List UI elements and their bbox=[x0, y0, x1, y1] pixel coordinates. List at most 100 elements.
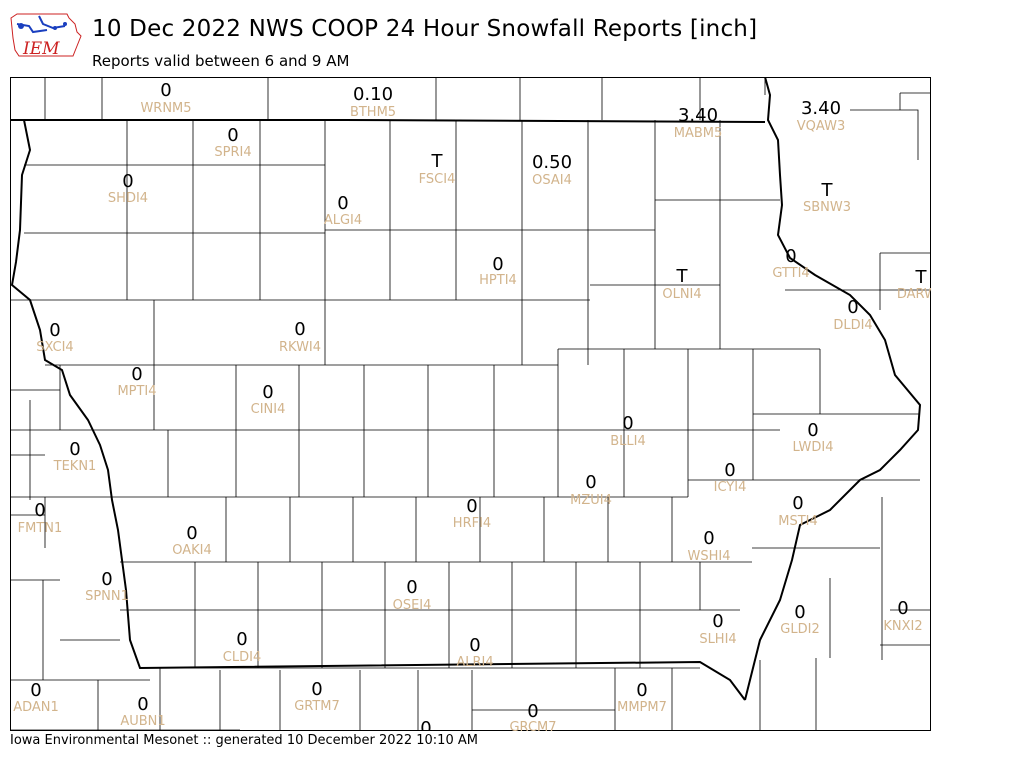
svg-text:0: 0 bbox=[724, 460, 735, 481]
svg-text:0: 0 bbox=[236, 629, 247, 650]
svg-text:0: 0 bbox=[69, 439, 80, 460]
svg-text:0: 0 bbox=[897, 598, 908, 619]
svg-text:MSTI4: MSTI4 bbox=[778, 514, 818, 529]
svg-text:LWDI4: LWDI4 bbox=[792, 440, 833, 455]
svg-text:FSCI4: FSCI4 bbox=[419, 172, 456, 187]
svg-text:GRCM7: GRCM7 bbox=[509, 720, 556, 731]
county-lines bbox=[10, 77, 931, 731]
svg-text:3.40: 3.40 bbox=[801, 98, 841, 119]
svg-text:OSEI4: OSEI4 bbox=[393, 598, 432, 613]
svg-text:0: 0 bbox=[337, 193, 348, 214]
svg-text:RKWI4: RKWI4 bbox=[279, 340, 321, 355]
map-title: 10 Dec 2022 NWS COOP 24 Hour Snowfall Re… bbox=[92, 16, 758, 42]
svg-text:ALGI4: ALGI4 bbox=[324, 213, 362, 228]
svg-text:0: 0 bbox=[703, 528, 714, 549]
svg-text:0: 0 bbox=[585, 472, 596, 493]
svg-text:CINI4: CINI4 bbox=[251, 402, 286, 417]
svg-text:0: 0 bbox=[227, 125, 238, 146]
svg-text:0: 0 bbox=[794, 602, 805, 623]
svg-text:BLLI4: BLLI4 bbox=[610, 434, 646, 449]
svg-text:MMPM7: MMPM7 bbox=[617, 700, 667, 715]
svg-text:ALRI4: ALRI4 bbox=[456, 655, 493, 670]
svg-text:KNXI2: KNXI2 bbox=[883, 619, 922, 634]
map-subtitle: Reports valid between 6 and 9 AM bbox=[92, 52, 350, 70]
svg-text:MABM5: MABM5 bbox=[674, 126, 723, 141]
logo-text: IEM bbox=[22, 39, 60, 59]
svg-text:MZUI4: MZUI4 bbox=[570, 493, 612, 508]
svg-text:0: 0 bbox=[792, 493, 803, 514]
footer-credit: Iowa Environmental Mesonet :: generated … bbox=[10, 733, 478, 748]
svg-text:BTHM5: BTHM5 bbox=[350, 105, 396, 120]
svg-text:0: 0 bbox=[160, 80, 171, 101]
svg-text:CLDI4: CLDI4 bbox=[223, 650, 261, 665]
svg-text:AUBN1: AUBN1 bbox=[120, 714, 165, 729]
svg-text:0: 0 bbox=[311, 679, 322, 700]
svg-text:0: 0 bbox=[131, 364, 142, 385]
svg-text:0: 0 bbox=[186, 523, 197, 544]
svg-text:0: 0 bbox=[527, 701, 538, 722]
svg-text:OAKI4: OAKI4 bbox=[172, 543, 212, 558]
svg-text:GTTI4: GTTI4 bbox=[772, 266, 809, 281]
svg-text:0: 0 bbox=[137, 694, 148, 715]
svg-text:0: 0 bbox=[712, 611, 723, 632]
svg-text:HRFI4: HRFI4 bbox=[453, 516, 491, 531]
svg-text:GRTM7: GRTM7 bbox=[294, 699, 340, 714]
svg-text:0: 0 bbox=[262, 382, 273, 403]
station-DARW3: TDARW3 bbox=[897, 267, 931, 302]
svg-text:0: 0 bbox=[785, 246, 796, 267]
svg-text:0: 0 bbox=[406, 577, 417, 598]
svg-text:TEKN1: TEKN1 bbox=[53, 459, 97, 474]
svg-text:DARW3: DARW3 bbox=[897, 287, 931, 302]
svg-text:T: T bbox=[821, 180, 834, 201]
svg-text:0: 0 bbox=[49, 320, 60, 341]
svg-text:0.10: 0.10 bbox=[353, 84, 393, 105]
svg-text:SBNW3: SBNW3 bbox=[803, 200, 851, 215]
svg-text:0: 0 bbox=[636, 680, 647, 701]
svg-text:0.50: 0.50 bbox=[532, 152, 572, 173]
svg-text:0: 0 bbox=[34, 500, 45, 521]
svg-text:3.40: 3.40 bbox=[678, 105, 718, 126]
iem-logo: IEM bbox=[10, 13, 82, 59]
svg-text:T: T bbox=[915, 267, 928, 288]
station-edge-value: 0 bbox=[420, 718, 431, 731]
svg-text:0: 0 bbox=[847, 297, 858, 318]
svg-text:0: 0 bbox=[469, 635, 480, 656]
svg-text:0: 0 bbox=[122, 171, 133, 192]
state-borders bbox=[10, 77, 931, 731]
svg-text:SPRI4: SPRI4 bbox=[214, 145, 251, 160]
svg-text:FMTN1: FMTN1 bbox=[18, 521, 63, 536]
svg-text:T: T bbox=[676, 266, 689, 287]
svg-text:OSAI4: OSAI4 bbox=[532, 173, 572, 188]
svg-text:ICYI4: ICYI4 bbox=[714, 480, 747, 495]
svg-text:HPTI4: HPTI4 bbox=[479, 273, 517, 288]
svg-text:DLDI4: DLDI4 bbox=[833, 318, 872, 333]
svg-text:0: 0 bbox=[622, 413, 633, 434]
svg-text:0: 0 bbox=[30, 680, 41, 701]
